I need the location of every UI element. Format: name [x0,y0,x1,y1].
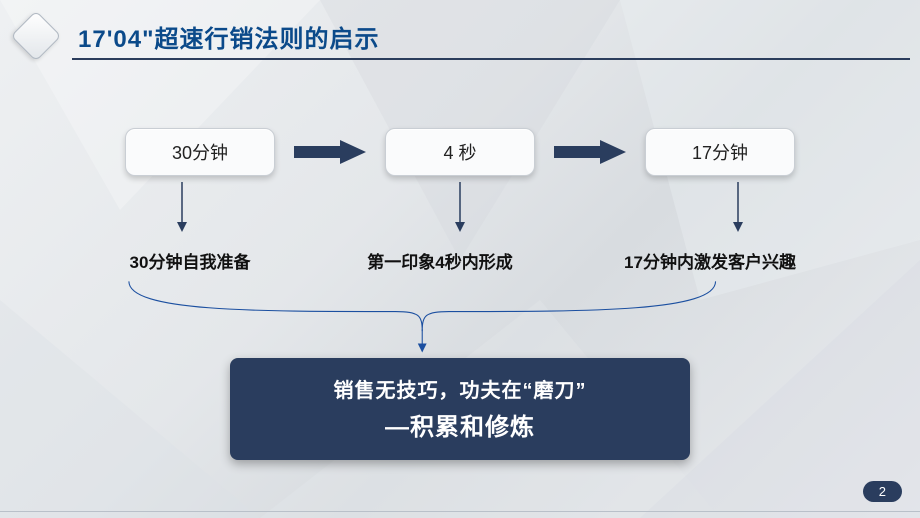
stage-label-2: 4 秒 [443,139,476,165]
converging-brace [120,276,724,356]
header-diamond-icon [11,11,62,62]
stage-box-1: 30分钟 [125,128,275,176]
conclusion-box: 销售无技巧，功夫在“磨刀” —积累和修炼 [230,358,690,460]
v-arrow-3 [737,182,739,228]
stage-label-3: 17分钟 [692,139,748,165]
stage-label-1: 30分钟 [172,139,228,165]
conclusion-line2: —积累和修炼 [250,407,670,442]
header-underline [72,58,910,60]
descriptions-row: 30分钟自我准备 第一印象4秒内形成 17分钟内激发客户兴趣 [0,248,920,273]
desc-1: 30分钟自我准备 [90,248,290,273]
page-number: 2 [863,481,902,502]
arrow-1 [275,138,385,166]
footer-rule [0,511,920,512]
slide-header: 17'04"超速行销法则的启示 [18,18,902,54]
vertical-arrows [0,182,920,242]
stage-box-3: 17分钟 [645,128,795,176]
conclusion-line1: 销售无技巧，功夫在“磨刀” [250,374,670,403]
stage-box-2: 4 秒 [385,128,535,176]
stage-row: 30分钟 4 秒 17分钟 [0,128,920,176]
v-arrow-1 [181,182,183,228]
desc-3: 17分钟内激发客户兴趣 [590,248,830,273]
arrow-2 [535,138,645,166]
slide-title: 17'04"超速行销法则的启示 [78,19,379,54]
v-arrow-2 [459,182,461,228]
desc-2: 第一印象4秒内形成 [320,248,560,273]
